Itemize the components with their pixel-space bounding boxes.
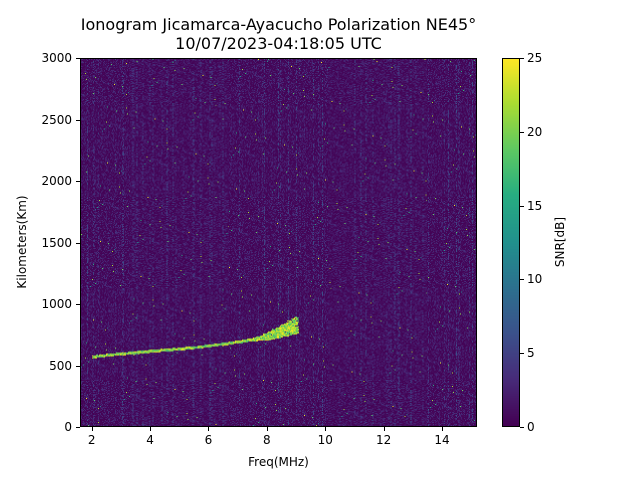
x-tick-label: 2 [87, 433, 96, 447]
y-tick [76, 427, 80, 428]
x-axis-label: Freq(MHz) [248, 455, 309, 469]
y-axis-label: Kilometers(Km) [15, 195, 29, 289]
x-tick-label: 6 [204, 433, 213, 447]
colorbar-tick [520, 58, 524, 59]
y-tick-label: 0 [64, 420, 72, 434]
y-tick [76, 120, 80, 121]
colorbar-tick [520, 279, 524, 280]
colorbar-tick [520, 427, 524, 428]
y-tick-label: 1500 [41, 235, 72, 250]
x-tick [325, 427, 326, 431]
x-tick [267, 427, 268, 431]
colorbar-tick-label: 0 [527, 420, 535, 434]
heatmap-canvas [81, 59, 476, 426]
y-tick [76, 366, 80, 367]
x-tick-label: 10 [317, 433, 333, 447]
x-tick [150, 427, 151, 431]
colorbar-tick-label: 25 [527, 51, 543, 65]
y-tick-label: 500 [49, 358, 72, 373]
x-tick [208, 427, 209, 431]
y-tick-label: 2500 [41, 112, 72, 127]
colorbar-tick [520, 353, 524, 354]
y-tick [76, 181, 80, 182]
y-tick [76, 58, 80, 59]
colorbar-label: SNR[dB] [553, 216, 567, 268]
colorbar-tick-label: 15 [527, 198, 543, 213]
x-tick-label: 14 [434, 433, 450, 447]
y-tick-label: 1000 [41, 297, 72, 311]
x-tick [384, 427, 385, 431]
x-tick-label: 12 [375, 433, 392, 447]
y-tick-label: 3000 [41, 51, 72, 65]
x-tick-label: 4 [146, 433, 154, 447]
chart-title: Ionogram Jicamarca-Ayacucho Polarization… [80, 15, 477, 34]
colorbar-tick-label: 5 [527, 346, 535, 361]
colorbar [502, 58, 520, 427]
x-tick-label: 8 [262, 433, 271, 447]
colorbar-tick [520, 132, 524, 133]
y-tick [76, 304, 80, 305]
colorbar-tick [520, 206, 524, 207]
y-tick [76, 243, 80, 244]
x-tick [92, 427, 93, 431]
colorbar-tick-label: 10 [527, 272, 543, 287]
chart-subtitle: 10/07/2023-04:18:05 UTC [175, 34, 382, 53]
y-tick-label: 2000 [41, 174, 72, 188]
x-tick [442, 427, 443, 431]
colorbar-tick-label: 20 [527, 124, 543, 139]
plot-area [80, 58, 477, 427]
